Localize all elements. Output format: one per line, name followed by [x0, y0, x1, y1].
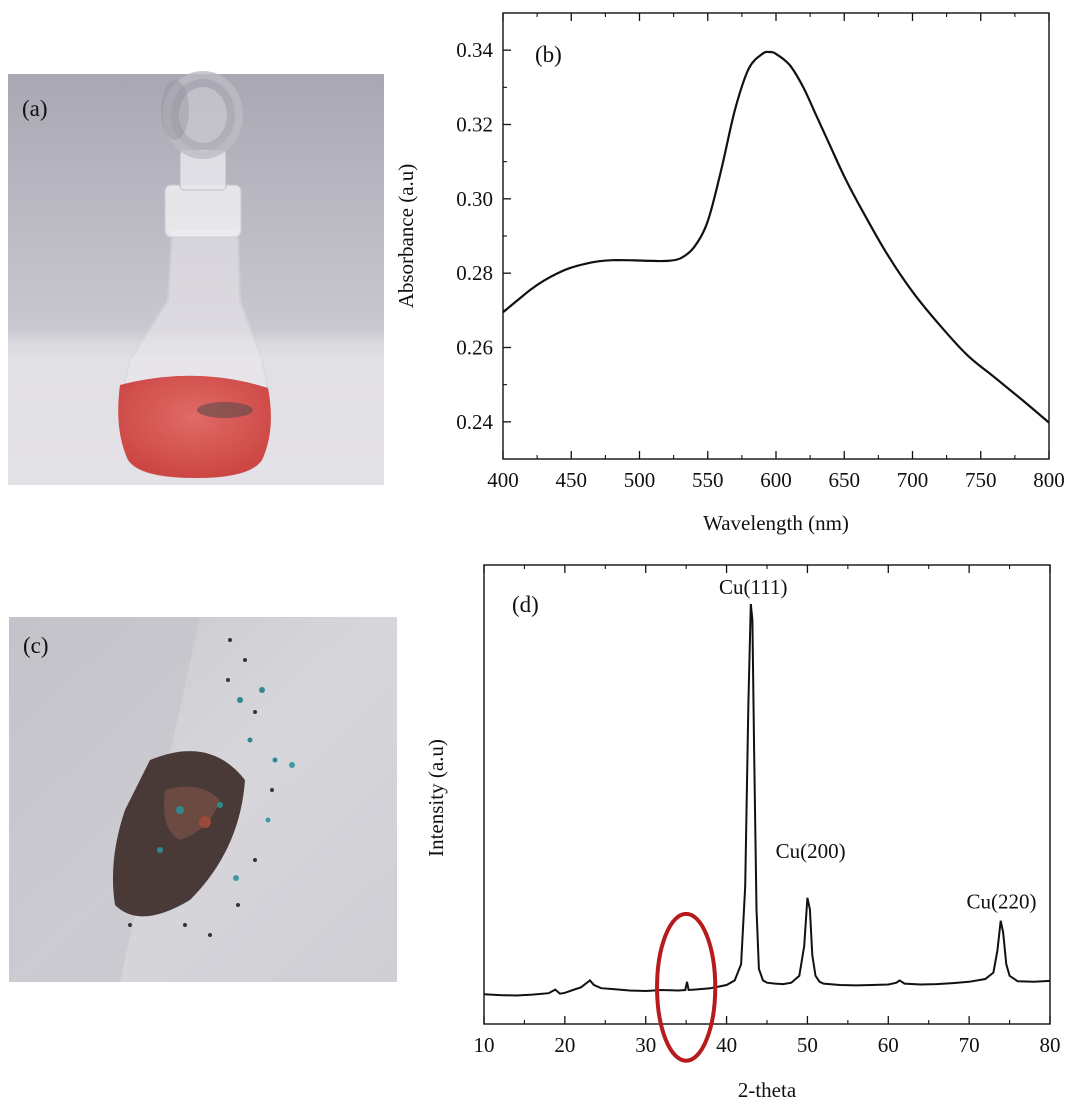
x-tick-label: 60: [878, 1033, 899, 1057]
photo-powder: [9, 617, 397, 982]
peak-label: Cu(111): [719, 575, 787, 599]
panel-label-c: (c): [23, 633, 49, 658]
x-tick-label: 40: [716, 1033, 737, 1057]
x-axis-title-d: 2-theta: [738, 1078, 797, 1102]
x-tick-label: 10: [474, 1033, 495, 1057]
plot-frame-b: [502, 12, 1050, 460]
x-tick-label: 600: [760, 468, 792, 492]
x-tick-label: 700: [897, 468, 929, 492]
x-tick-label: 450: [556, 468, 588, 492]
x-tick-label: 500: [624, 468, 656, 492]
peak-label: Cu(200): [776, 839, 846, 863]
xrd-series-line: [483, 603, 1051, 997]
x-tick-label: 400: [487, 468, 519, 492]
y-tick-label: 0.24: [456, 410, 493, 434]
x-axis-title-b: Wavelength (nm): [703, 511, 849, 535]
x-tick-label: 650: [829, 468, 861, 492]
photo-flask: [8, 71, 384, 485]
y-tick-label: 0.30: [456, 187, 493, 211]
plot-frame-d: [483, 564, 1051, 1025]
y-tick-label: 0.28: [456, 261, 493, 285]
panel-label-a: (a): [22, 96, 48, 121]
x-tick-label: 30: [635, 1033, 656, 1057]
panel-label-b: (b): [535, 42, 562, 67]
x-tick-label: 550: [692, 468, 724, 492]
absorbance-series-line: [502, 50, 1050, 424]
y-tick-label: 0.32: [456, 113, 493, 137]
panel-label-d: (d): [512, 592, 539, 617]
peak-label: Cu(220): [966, 889, 1036, 913]
x-tick-label: 20: [554, 1033, 575, 1057]
x-tick-label: 70: [959, 1033, 980, 1057]
absorbance-chart: 400 450 500 550 600 650 700 750 800 0.24 0.26 0.28 0…: [394, 12, 1065, 535]
y-axis-title-d: Intensity (a.u): [424, 739, 448, 857]
y-axis-title-b: Absorbance (a.u): [394, 164, 418, 309]
x-tick-label: 800: [1033, 468, 1065, 492]
x-tick-label: 80: [1040, 1033, 1061, 1057]
highlight-ellipse: [655, 911, 718, 1063]
y-tick-label: 0.34: [456, 38, 493, 62]
xrd-chart: 10 20 30 40 50 60 70 80 Cu(111) Cu(200) Cu(220) (…: [424, 564, 1061, 1102]
x-tick-label: 50: [797, 1033, 818, 1057]
x-tick-label: 750: [965, 468, 997, 492]
y-tick-label: 0.26: [456, 336, 493, 360]
